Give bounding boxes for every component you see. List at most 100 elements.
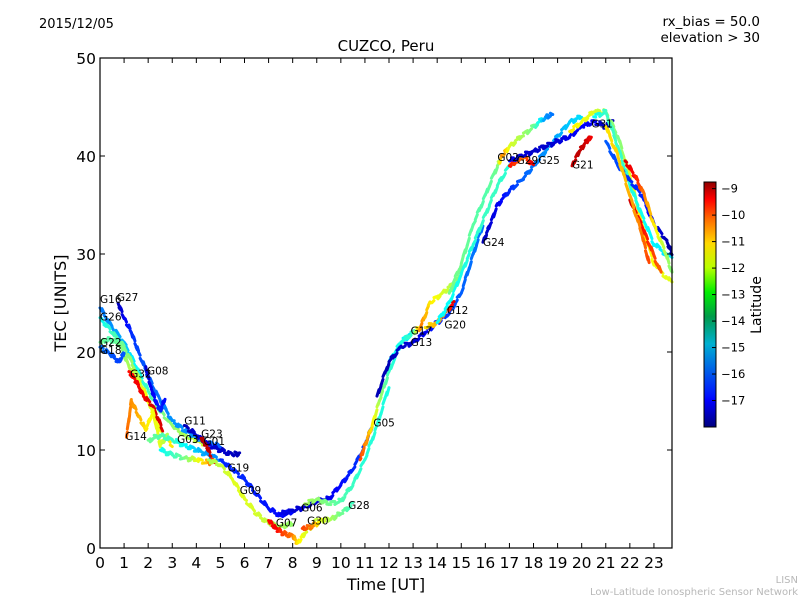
plot-frame: [99, 57, 673, 549]
track-segment: [190, 445, 196, 450]
track-segment: [473, 213, 479, 222]
track-segment: [303, 530, 309, 535]
track-segment: [122, 340, 128, 347]
colorbar-label: Latitude: [749, 276, 765, 334]
track-segment: [130, 367, 136, 375]
track-segment: [150, 436, 156, 441]
track-segment: [114, 341, 120, 346]
x-tick-label: 6: [240, 554, 250, 572]
track-segment: [525, 150, 532, 155]
track-segment: [160, 446, 166, 452]
track-segment: [243, 477, 249, 484]
track-segment: [151, 404, 157, 411]
track-segment: [431, 323, 437, 329]
track-g30: [300, 501, 355, 532]
track-segment: [281, 524, 287, 528]
track-segment: [178, 432, 184, 437]
satellite-label-g25: G25: [538, 155, 560, 167]
track-segment: [582, 116, 588, 122]
track-segment: [634, 199, 640, 207]
track-segment: [220, 447, 226, 452]
track-segment: [149, 387, 154, 393]
track-segment: [407, 333, 413, 340]
track-segment: [527, 161, 532, 166]
track-segment: [451, 302, 457, 311]
track-segment: [112, 337, 118, 343]
track-segment: [540, 151, 546, 157]
track-segment: [343, 476, 349, 484]
track-segment: [612, 134, 618, 143]
track-segment: [547, 114, 552, 119]
track-segment: [271, 507, 277, 513]
track-segment: [441, 309, 447, 317]
track-segment: [499, 155, 503, 160]
track-segment: [144, 427, 149, 432]
track-segment: [660, 240, 666, 250]
track-segment: [636, 217, 642, 228]
track-segment: [552, 140, 558, 145]
track-segment: [536, 157, 542, 165]
track-segment: [636, 187, 642, 194]
track-segment: [149, 384, 153, 389]
track-segment: [487, 198, 493, 207]
track-segment: [243, 497, 249, 502]
track-segment: [116, 332, 122, 339]
track-segment: [479, 219, 485, 228]
track-segment: [640, 213, 646, 220]
track-segment: [417, 327, 422, 333]
track-segment: [387, 357, 393, 364]
track-segment: [212, 458, 218, 464]
track-segment: [449, 303, 454, 308]
track-segment: [201, 436, 206, 442]
track-segment: [501, 171, 507, 179]
track-segment: [240, 473, 247, 480]
track-segment: [542, 116, 548, 123]
x-tick-label: 21: [596, 554, 616, 572]
track-segment: [608, 134, 614, 143]
x-tick-label: 2: [143, 554, 153, 572]
track-segment: [194, 448, 200, 453]
track-segment: [471, 219, 477, 227]
track-segment: [293, 508, 299, 513]
colorbar-tick-label: −16: [721, 367, 745, 381]
track-segment: [487, 179, 493, 189]
x-tick-label: 10: [331, 554, 351, 572]
track-segment: [379, 377, 385, 387]
track-segment: [214, 441, 220, 447]
track-segment: [140, 389, 145, 397]
track-segment: [190, 436, 196, 441]
track-segment: [582, 141, 587, 146]
track-segment: [212, 443, 218, 449]
track-segment: [210, 445, 216, 450]
track-segment: [327, 502, 333, 507]
track-segment: [190, 455, 196, 460]
track-segment: [652, 242, 659, 249]
track-segment: [220, 464, 226, 471]
track-segment: [249, 502, 255, 509]
track-g08: [144, 365, 167, 413]
track-segment: [665, 240, 670, 246]
track-segment: [329, 493, 335, 501]
x-tick-label: 1: [119, 554, 129, 572]
track-segment: [283, 524, 289, 530]
track-segment: [475, 238, 480, 247]
track-segment: [654, 228, 660, 237]
track-segment: [109, 354, 115, 359]
track-segment: [423, 330, 429, 334]
track-segment: [495, 180, 501, 187]
track-segment: [226, 462, 232, 469]
track-segment: [580, 125, 586, 129]
track-segment: [536, 148, 542, 154]
satellite-label-g29: G29: [517, 155, 539, 167]
track-segment: [446, 306, 451, 311]
track-segment: [550, 142, 556, 148]
track-segment: [114, 334, 120, 341]
track-segment: [236, 488, 242, 495]
track-segment: [313, 500, 319, 506]
track-segment: [198, 449, 204, 454]
track-segment: [116, 301, 121, 308]
track-segment: [652, 262, 659, 270]
track-segment: [447, 306, 453, 312]
track-segment: [642, 240, 648, 250]
x-tick-label: 19: [548, 554, 568, 572]
